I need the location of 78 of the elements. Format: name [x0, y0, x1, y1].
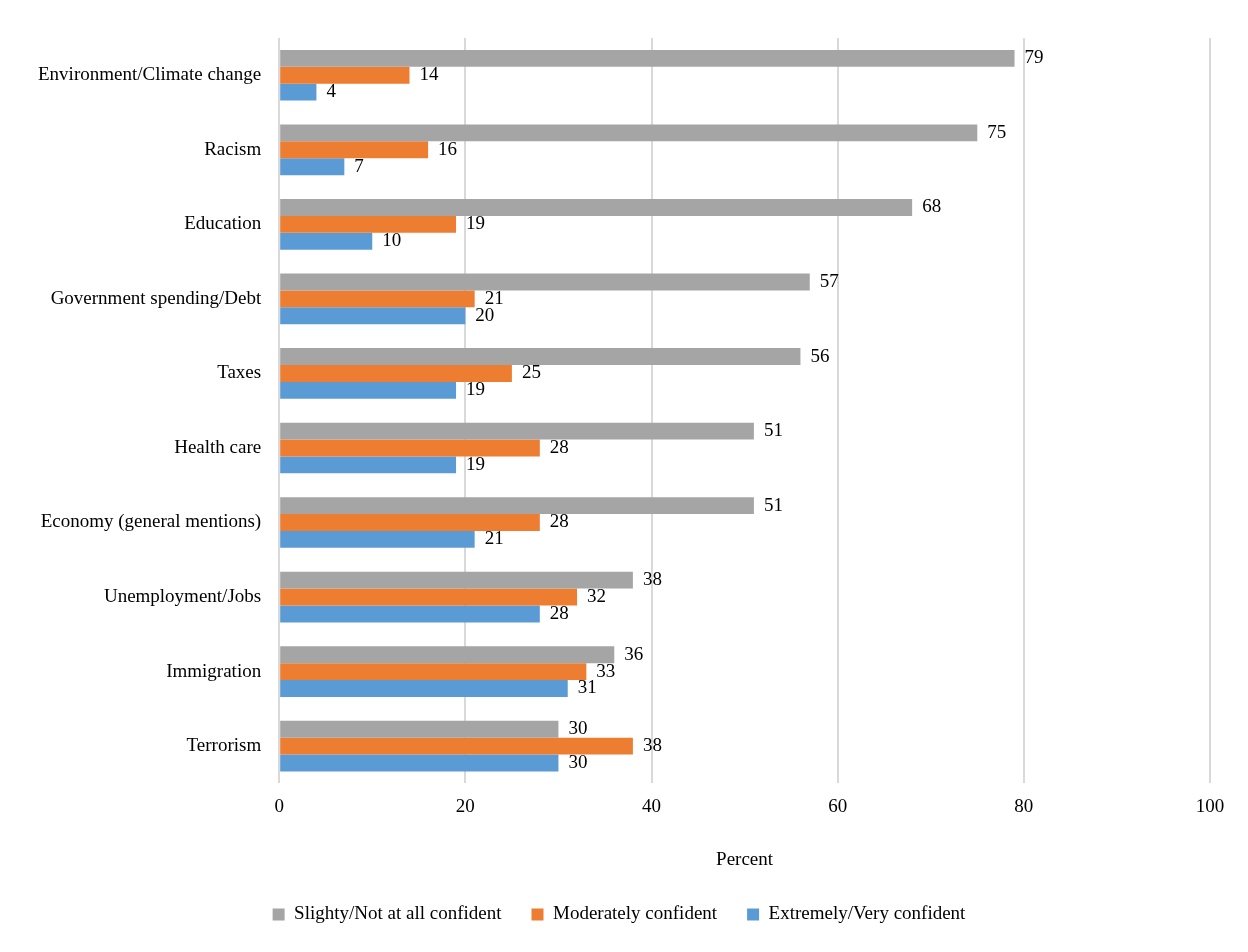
bar	[280, 348, 801, 365]
bar	[280, 49, 1015, 67]
data-label: 14	[419, 63, 439, 85]
y-tick-label: Racism	[204, 137, 262, 159]
bar	[280, 199, 913, 216]
data-label: 38	[642, 734, 662, 756]
bar	[280, 232, 373, 250]
y-tick-label: Terrorism	[186, 734, 262, 756]
data-label: 36	[624, 642, 644, 664]
legend-label: Moderately confident	[553, 902, 718, 924]
bar	[280, 364, 512, 382]
data-label: 79	[1024, 46, 1044, 68]
bar	[280, 663, 587, 681]
data-label: 19	[466, 212, 486, 234]
bar	[280, 737, 633, 755]
y-tick-label: Immigration	[166, 659, 262, 681]
bar	[280, 514, 540, 531]
data-label: 31	[577, 676, 597, 698]
data-label: 28	[549, 510, 569, 532]
bar	[280, 66, 410, 84]
data-label: 32	[587, 585, 607, 607]
x-tick-label: 40	[642, 794, 662, 816]
bar	[280, 680, 568, 697]
x-tick-label: 0	[274, 794, 284, 816]
x-tick-label: 20	[455, 794, 475, 816]
y-tick-label: Unemployment/Jobs	[103, 585, 262, 607]
data-label: 16	[438, 137, 458, 159]
bar	[280, 307, 466, 325]
data-label: 7	[354, 154, 364, 176]
legend-label: Slighty/Not at all confident	[294, 902, 503, 924]
data-label: 28	[549, 435, 569, 457]
bar	[280, 530, 475, 548]
data-label: 51	[763, 493, 783, 515]
y-tick-label: Environment/Climate change	[38, 63, 262, 85]
y-tick-label: Economy (general mentions)	[40, 510, 262, 533]
x-tick-label: 80	[1014, 794, 1034, 816]
data-label: 56	[810, 344, 830, 366]
bar	[280, 720, 559, 738]
data-label: 4	[326, 80, 337, 102]
bar	[280, 456, 457, 474]
x-tick-label: 100	[1195, 794, 1225, 816]
data-label: 30	[568, 717, 588, 739]
bar	[280, 158, 345, 176]
y-tick-label: Health care	[174, 435, 262, 457]
y-tick-label: Education	[184, 212, 262, 234]
y-tick-label: Government spending/Debt	[50, 286, 262, 308]
legend-label: Extremely/Very confident	[768, 902, 967, 924]
data-label: 28	[549, 601, 569, 623]
bar	[280, 381, 457, 399]
data-label: 25	[521, 361, 541, 383]
bar	[280, 571, 633, 589]
bar	[280, 605, 540, 623]
data-label: 19	[466, 378, 486, 400]
bar	[280, 422, 754, 440]
data-label: 38	[642, 568, 662, 590]
bar	[280, 83, 317, 101]
data-label: 19	[466, 452, 486, 474]
data-label: 10	[382, 229, 402, 251]
data-label: 21	[484, 527, 504, 549]
bar	[280, 588, 578, 606]
bar	[280, 124, 978, 142]
data-label: 30	[568, 751, 588, 773]
x-axis-title: Percent	[716, 847, 774, 869]
bar	[280, 215, 457, 233]
bar	[280, 646, 615, 664]
y-tick-label: Taxes	[217, 361, 262, 383]
data-label: 75	[987, 120, 1007, 142]
bar	[280, 273, 810, 291]
bar	[280, 754, 559, 772]
x-tick-label: 60	[828, 794, 848, 816]
data-label: 33	[596, 659, 616, 681]
bar	[280, 141, 429, 159]
bar	[280, 439, 540, 457]
data-label: 68	[922, 195, 942, 217]
bar	[280, 497, 754, 515]
data-label: 51	[763, 419, 783, 441]
data-label: 57	[819, 269, 839, 291]
bar	[280, 290, 475, 308]
